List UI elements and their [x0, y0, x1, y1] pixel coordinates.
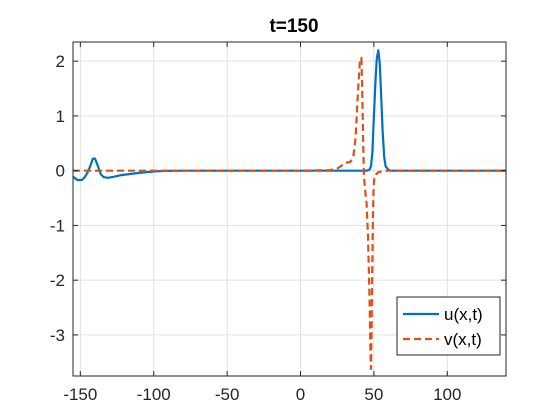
plot-frame	[72, 41, 507, 377]
x-axis: -150 -100 -50 0 50 100	[63, 42, 461, 404]
legend-box	[396, 296, 501, 356]
y-axis: 2 1 0 -1 -2 -3	[50, 52, 506, 345]
x-tick-label: 0	[296, 385, 305, 404]
x-tick-label: -50	[215, 385, 240, 404]
legend-label-v: v(x,t)	[444, 330, 482, 349]
y-tick-label: -1	[50, 216, 65, 235]
x-tick-label: -100	[137, 385, 171, 404]
y-tick-label: 2	[56, 52, 65, 71]
y-tick-label: -2	[50, 271, 65, 290]
y-tick-label: -3	[50, 326, 65, 345]
legend: u(x,t) v(x,t)	[396, 296, 501, 356]
x-tick-label: 100	[433, 385, 461, 404]
chart-title: t=150	[269, 16, 318, 37]
y-tick-label: 0	[56, 162, 65, 181]
legend-label-u: u(x,t)	[444, 305, 483, 324]
y-tick-label: 1	[56, 107, 65, 126]
x-tick-label: -150	[63, 385, 97, 404]
x-tick-label: 50	[364, 385, 383, 404]
series-lines	[72, 49, 506, 370]
series-line-v	[73, 56, 506, 370]
